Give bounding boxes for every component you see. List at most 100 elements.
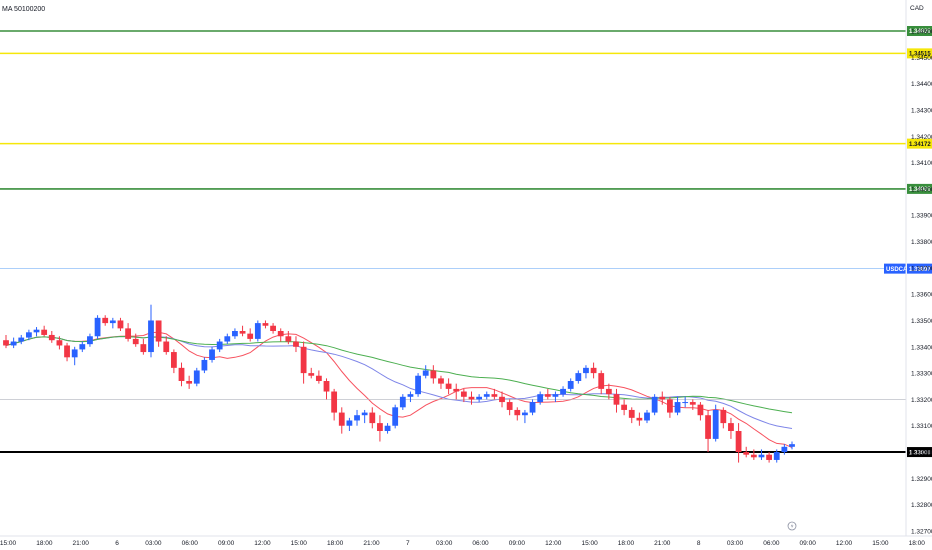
candle[interactable]	[247, 328, 254, 342]
candle[interactable]	[407, 391, 414, 403]
candle[interactable]	[644, 409, 650, 424]
candle[interactable]	[773, 449, 780, 463]
candle[interactable]	[766, 452, 773, 463]
candle[interactable]	[125, 323, 131, 342]
candle[interactable]	[377, 415, 383, 442]
price-axis[interactable]: 1.346001.345001.344001.343001.342001.341…	[905, 0, 932, 536]
candle[interactable]	[79, 341, 86, 353]
candle[interactable]	[71, 346, 78, 366]
candle[interactable]	[193, 367, 200, 387]
candle[interactable]	[132, 333, 139, 347]
candle[interactable]	[781, 444, 788, 455]
candle[interactable]	[491, 388, 498, 400]
candle[interactable]	[598, 370, 605, 395]
level-line[interactable]: 1.34000	[0, 183, 932, 194]
candle[interactable]	[369, 407, 376, 429]
candle[interactable]	[109, 317, 116, 329]
candle[interactable]	[56, 336, 63, 350]
candlesticks[interactable]	[3, 304, 795, 463]
candle[interactable]	[33, 327, 40, 337]
candle[interactable]	[239, 325, 246, 337]
candle[interactable]	[178, 362, 185, 387]
candle[interactable]	[18, 334, 25, 345]
candle[interactable]	[3, 334, 9, 349]
candle[interactable]	[682, 396, 689, 408]
candle[interactable]	[415, 373, 421, 397]
candle[interactable]	[25, 329, 32, 341]
candle[interactable]	[445, 378, 452, 395]
candle[interactable]	[651, 394, 658, 416]
event-icon[interactable]	[787, 521, 797, 531]
candle[interactable]	[232, 328, 238, 339]
candle[interactable]	[789, 441, 795, 450]
candle[interactable]	[628, 407, 635, 424]
candle[interactable]	[224, 333, 231, 345]
candle[interactable]	[254, 320, 261, 342]
candle[interactable]	[567, 378, 574, 392]
candle[interactable]	[575, 370, 582, 384]
candle[interactable]	[659, 391, 666, 405]
candle[interactable]	[735, 423, 742, 463]
level-line[interactable]: 1.34600	[0, 26, 932, 36]
candle[interactable]	[605, 383, 612, 400]
candle[interactable]	[331, 388, 338, 421]
candle[interactable]	[514, 407, 521, 421]
candle[interactable]	[216, 338, 223, 353]
candle[interactable]	[712, 404, 719, 442]
candle[interactable]	[270, 323, 276, 334]
candle[interactable]	[10, 337, 17, 349]
candle[interactable]	[300, 341, 307, 384]
candle[interactable]	[277, 328, 284, 342]
candle[interactable]	[522, 409, 528, 424]
candle[interactable]	[338, 407, 345, 434]
candle[interactable]	[48, 331, 55, 343]
level-line[interactable]: 1.33000	[0, 447, 932, 458]
candle[interactable]	[468, 391, 475, 405]
candle[interactable]	[552, 391, 559, 403]
candle[interactable]	[750, 449, 757, 460]
candle[interactable]	[323, 378, 330, 400]
candle[interactable]	[728, 417, 734, 439]
symbol-tag[interactable]	[884, 263, 906, 274]
candle[interactable]	[499, 391, 505, 408]
candle[interactable]	[476, 394, 483, 403]
candle[interactable]	[560, 386, 566, 397]
level-line[interactable]: 1.34172	[0, 138, 932, 149]
candle[interactable]	[621, 399, 628, 416]
candle[interactable]	[667, 396, 673, 418]
candle[interactable]	[674, 396, 681, 416]
candle[interactable]	[705, 409, 711, 453]
time-axis[interactable]: 15:00 18:00 21:00 6 03:00 06:00 09:00 12:00 15:0…	[0, 535, 932, 547]
candle[interactable]	[384, 423, 391, 434]
candle[interactable]	[41, 325, 48, 337]
candle[interactable]	[689, 399, 696, 410]
candle[interactable]	[87, 333, 93, 347]
candle[interactable]	[506, 399, 513, 416]
candle[interactable]	[354, 409, 360, 426]
candle[interactable]	[361, 409, 368, 424]
candle[interactable]	[155, 320, 162, 347]
candle[interactable]	[529, 399, 536, 416]
candle[interactable]	[346, 417, 353, 431]
candle[interactable]	[697, 402, 704, 421]
candle[interactable]	[64, 342, 70, 362]
candle[interactable]	[148, 304, 154, 358]
candle[interactable]	[163, 336, 170, 355]
candle[interactable]	[94, 315, 101, 339]
candle[interactable]	[430, 365, 437, 384]
candle[interactable]	[743, 446, 750, 458]
candle[interactable]	[613, 388, 620, 413]
candle[interactable]	[483, 391, 490, 400]
candle[interactable]	[293, 336, 299, 353]
candle[interactable]	[583, 365, 589, 379]
candle[interactable]	[453, 383, 460, 400]
candle[interactable]	[590, 362, 597, 379]
candle[interactable]	[636, 412, 643, 426]
candle[interactable]	[537, 391, 544, 405]
candle[interactable]	[186, 375, 193, 389]
candle[interactable]	[315, 370, 322, 384]
level-line[interactable]: 1.34515	[0, 48, 932, 59]
candle[interactable]	[758, 449, 765, 460]
candle[interactable]	[262, 320, 269, 329]
